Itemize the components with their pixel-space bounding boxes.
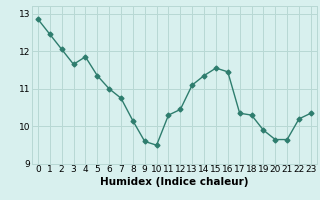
X-axis label: Humidex (Indice chaleur): Humidex (Indice chaleur) bbox=[100, 177, 249, 187]
